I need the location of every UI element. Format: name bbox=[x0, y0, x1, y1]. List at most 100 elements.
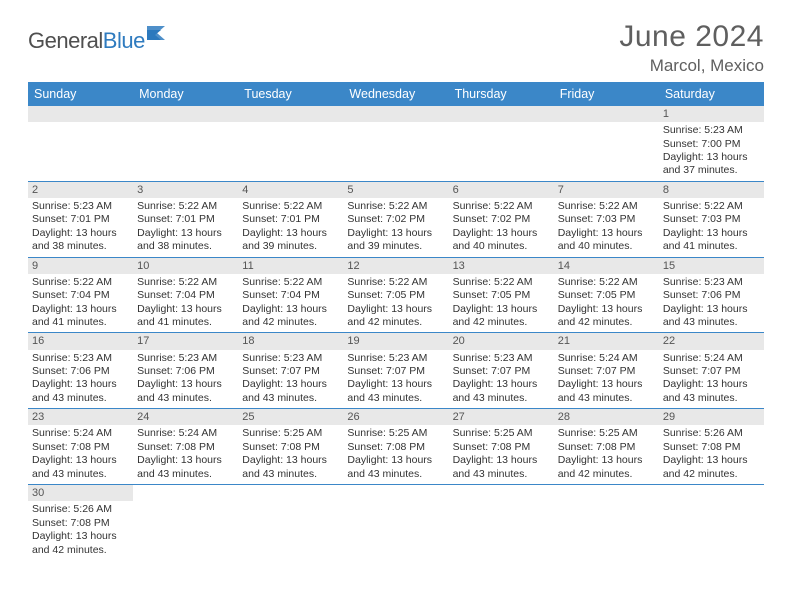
sunrise-line: Sunrise: 5:23 AM bbox=[242, 352, 339, 365]
daylight-line: Daylight: 13 hours and 43 minutes. bbox=[453, 454, 550, 481]
day-details: Sunrise: 5:22 AMSunset: 7:05 PMDaylight:… bbox=[554, 274, 659, 333]
daylight-line: Daylight: 13 hours and 43 minutes. bbox=[32, 378, 129, 405]
daylight-line: Daylight: 13 hours and 42 minutes. bbox=[347, 303, 444, 330]
brand-logo: GeneralBlue bbox=[28, 26, 173, 55]
day-details: Sunrise: 5:24 AMSunset: 7:08 PMDaylight:… bbox=[133, 425, 238, 484]
calendar-empty-cell bbox=[238, 106, 343, 181]
daylight-line: Daylight: 13 hours and 40 minutes. bbox=[558, 227, 655, 254]
sunset-line: Sunset: 7:03 PM bbox=[663, 213, 760, 226]
calendar-empty-cell bbox=[343, 485, 448, 560]
day-number: 19 bbox=[343, 333, 448, 349]
day-number: 24 bbox=[133, 409, 238, 425]
sunrise-line: Sunrise: 5:22 AM bbox=[242, 276, 339, 289]
sunrise-line: Sunrise: 5:24 AM bbox=[558, 352, 655, 365]
sunset-line: Sunset: 7:08 PM bbox=[663, 441, 760, 454]
day-number: 8 bbox=[659, 182, 764, 198]
sunrise-line: Sunrise: 5:22 AM bbox=[32, 276, 129, 289]
sunrise-line: Sunrise: 5:23 AM bbox=[663, 124, 760, 137]
weekday-header: Monday bbox=[133, 82, 238, 106]
day-details: Sunrise: 5:23 AMSunset: 7:06 PMDaylight:… bbox=[659, 274, 764, 333]
calendar-day-cell: 30Sunrise: 5:26 AMSunset: 7:08 PMDayligh… bbox=[28, 485, 133, 560]
day-details: Sunrise: 5:23 AMSunset: 7:06 PMDaylight:… bbox=[133, 350, 238, 409]
sunrise-line: Sunrise: 5:25 AM bbox=[242, 427, 339, 440]
sunrise-line: Sunrise: 5:22 AM bbox=[453, 200, 550, 213]
calendar-empty-cell bbox=[449, 485, 554, 560]
sunrise-line: Sunrise: 5:22 AM bbox=[453, 276, 550, 289]
month-title: June 2024 bbox=[619, 20, 764, 54]
day-details: Sunrise: 5:22 AMSunset: 7:03 PMDaylight:… bbox=[659, 198, 764, 257]
empty-day-bar bbox=[449, 106, 554, 122]
daylight-line: Daylight: 13 hours and 39 minutes. bbox=[347, 227, 444, 254]
calendar-empty-cell bbox=[28, 106, 133, 181]
day-details: Sunrise: 5:24 AMSunset: 7:07 PMDaylight:… bbox=[659, 350, 764, 409]
brand-blue: Blue bbox=[103, 28, 145, 53]
sunrise-line: Sunrise: 5:23 AM bbox=[32, 352, 129, 365]
weekday-header-row: Sunday Monday Tuesday Wednesday Thursday… bbox=[28, 82, 764, 106]
sunset-line: Sunset: 7:00 PM bbox=[663, 138, 760, 151]
calendar-day-cell: 22Sunrise: 5:24 AMSunset: 7:07 PMDayligh… bbox=[659, 333, 764, 409]
sunset-line: Sunset: 7:03 PM bbox=[558, 213, 655, 226]
sunrise-line: Sunrise: 5:22 AM bbox=[558, 200, 655, 213]
day-details: Sunrise: 5:23 AMSunset: 7:07 PMDaylight:… bbox=[238, 350, 343, 409]
day-details: Sunrise: 5:24 AMSunset: 7:08 PMDaylight:… bbox=[28, 425, 133, 484]
weekday-header: Tuesday bbox=[238, 82, 343, 106]
calendar-day-cell: 1Sunrise: 5:23 AMSunset: 7:00 PMDaylight… bbox=[659, 106, 764, 181]
sunrise-line: Sunrise: 5:24 AM bbox=[137, 427, 234, 440]
calendar-empty-cell bbox=[343, 106, 448, 181]
weekday-header: Wednesday bbox=[343, 82, 448, 106]
daylight-line: Daylight: 13 hours and 43 minutes. bbox=[347, 378, 444, 405]
calendar-week-row: 16Sunrise: 5:23 AMSunset: 7:06 PMDayligh… bbox=[28, 333, 764, 409]
sunrise-line: Sunrise: 5:22 AM bbox=[663, 200, 760, 213]
sunset-line: Sunset: 7:05 PM bbox=[558, 289, 655, 302]
sunset-line: Sunset: 7:05 PM bbox=[453, 289, 550, 302]
sunset-line: Sunset: 7:08 PM bbox=[242, 441, 339, 454]
day-details: Sunrise: 5:23 AMSunset: 7:07 PMDaylight:… bbox=[343, 350, 448, 409]
calendar-day-cell: 10Sunrise: 5:22 AMSunset: 7:04 PMDayligh… bbox=[133, 257, 238, 333]
calendar-day-cell: 2Sunrise: 5:23 AMSunset: 7:01 PMDaylight… bbox=[28, 181, 133, 257]
day-number: 1 bbox=[659, 106, 764, 122]
calendar-day-cell: 23Sunrise: 5:24 AMSunset: 7:08 PMDayligh… bbox=[28, 409, 133, 485]
daylight-line: Daylight: 13 hours and 42 minutes. bbox=[558, 303, 655, 330]
day-details: Sunrise: 5:22 AMSunset: 7:05 PMDaylight:… bbox=[343, 274, 448, 333]
sunset-line: Sunset: 7:07 PM bbox=[453, 365, 550, 378]
sunrise-line: Sunrise: 5:22 AM bbox=[137, 276, 234, 289]
day-number: 25 bbox=[238, 409, 343, 425]
brand-general: General bbox=[28, 28, 103, 53]
day-details: Sunrise: 5:22 AMSunset: 7:05 PMDaylight:… bbox=[449, 274, 554, 333]
daylight-line: Daylight: 13 hours and 43 minutes. bbox=[242, 454, 339, 481]
day-details: Sunrise: 5:22 AMSunset: 7:01 PMDaylight:… bbox=[238, 198, 343, 257]
calendar-empty-cell bbox=[554, 106, 659, 181]
sunset-line: Sunset: 7:08 PM bbox=[32, 441, 129, 454]
sunrise-line: Sunrise: 5:23 AM bbox=[137, 352, 234, 365]
daylight-line: Daylight: 13 hours and 38 minutes. bbox=[32, 227, 129, 254]
day-number: 3 bbox=[133, 182, 238, 198]
sunset-line: Sunset: 7:01 PM bbox=[32, 213, 129, 226]
day-number: 13 bbox=[449, 258, 554, 274]
sunset-line: Sunset: 7:01 PM bbox=[242, 213, 339, 226]
calendar-page: GeneralBlue June 2024 Marcol, Mexico Sun… bbox=[0, 0, 792, 580]
daylight-line: Daylight: 13 hours and 38 minutes. bbox=[137, 227, 234, 254]
calendar-day-cell: 12Sunrise: 5:22 AMSunset: 7:05 PMDayligh… bbox=[343, 257, 448, 333]
calendar-day-cell: 24Sunrise: 5:24 AMSunset: 7:08 PMDayligh… bbox=[133, 409, 238, 485]
daylight-line: Daylight: 13 hours and 43 minutes. bbox=[137, 378, 234, 405]
daylight-line: Daylight: 13 hours and 43 minutes. bbox=[137, 454, 234, 481]
day-number: 23 bbox=[28, 409, 133, 425]
sunrise-line: Sunrise: 5:22 AM bbox=[347, 200, 444, 213]
daylight-line: Daylight: 13 hours and 42 minutes. bbox=[663, 454, 760, 481]
calendar-empty-cell bbox=[554, 485, 659, 560]
calendar-week-row: 2Sunrise: 5:23 AMSunset: 7:01 PMDaylight… bbox=[28, 181, 764, 257]
calendar-week-row: 1Sunrise: 5:23 AMSunset: 7:00 PMDaylight… bbox=[28, 106, 764, 181]
calendar-empty-cell bbox=[238, 485, 343, 560]
calendar-day-cell: 29Sunrise: 5:26 AMSunset: 7:08 PMDayligh… bbox=[659, 409, 764, 485]
day-number: 5 bbox=[343, 182, 448, 198]
calendar-day-cell: 5Sunrise: 5:22 AMSunset: 7:02 PMDaylight… bbox=[343, 181, 448, 257]
sunrise-line: Sunrise: 5:23 AM bbox=[347, 352, 444, 365]
sunrise-line: Sunrise: 5:24 AM bbox=[32, 427, 129, 440]
day-number: 11 bbox=[238, 258, 343, 274]
daylight-line: Daylight: 13 hours and 42 minutes. bbox=[242, 303, 339, 330]
sunset-line: Sunset: 7:07 PM bbox=[347, 365, 444, 378]
daylight-line: Daylight: 13 hours and 43 minutes. bbox=[663, 303, 760, 330]
calendar-empty-cell bbox=[133, 485, 238, 560]
sunrise-line: Sunrise: 5:22 AM bbox=[347, 276, 444, 289]
day-number: 9 bbox=[28, 258, 133, 274]
